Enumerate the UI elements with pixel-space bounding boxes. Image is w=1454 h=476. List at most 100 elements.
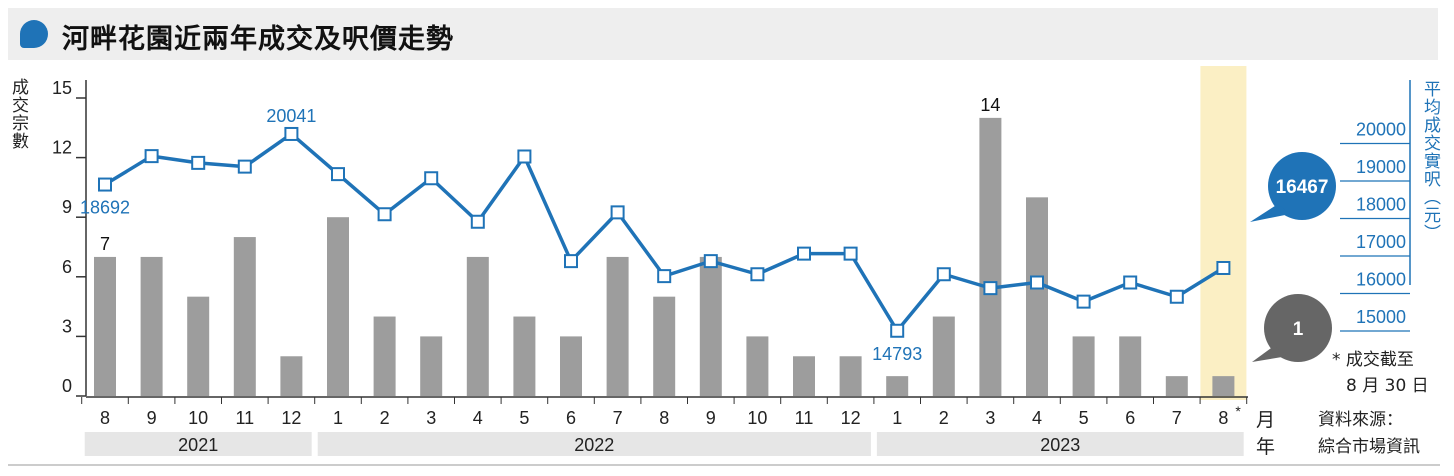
left-tick-label: 15 (52, 78, 72, 98)
x-tick-label: 3 (426, 408, 436, 428)
count-callout-tail (1252, 346, 1288, 362)
x-tick-label: 1 (333, 408, 343, 428)
right-tick-label: 17000 (1356, 232, 1406, 252)
year-band (876, 432, 1244, 456)
price-point (144, 149, 159, 164)
bar (280, 356, 303, 396)
right-tick-label: 18000 (1356, 195, 1406, 215)
x-tick-label: 6 (1125, 408, 1135, 428)
price-point (843, 246, 858, 261)
x-tick-label: 4 (473, 408, 483, 428)
bar (327, 217, 349, 396)
x-tick-label: 5 (519, 408, 529, 428)
price-point (237, 159, 252, 174)
bar (373, 316, 396, 396)
month-unit: 月 (1256, 409, 1276, 431)
price-point (797, 246, 811, 261)
footnote-line2: 8 月 30 日 (1346, 376, 1429, 396)
x-tick-label: 3 (985, 408, 995, 428)
bar (839, 356, 862, 396)
left-tick-label: 9 (62, 197, 72, 217)
year-unit: 年 (1256, 436, 1276, 458)
x-tick-label: 11 (235, 408, 254, 428)
price-point (284, 126, 299, 141)
source-line1: 資料來源： (1318, 410, 1403, 430)
bar (699, 256, 722, 396)
price-point (1216, 260, 1231, 275)
left-tick-label: 12 (52, 138, 72, 158)
source-line2: 綜合市場資訊 (1318, 437, 1420, 457)
year-band (84, 432, 312, 456)
year-label: 2021 (178, 435, 218, 455)
bar (1165, 376, 1188, 396)
bar-data-label: 14 (980, 95, 1000, 115)
x-tick-label: 10 (188, 408, 208, 428)
title-bar: 河畔花園近兩年成交及呎價走勢 (8, 8, 1438, 60)
bar (1119, 336, 1142, 396)
x-tick-label: 12 (281, 408, 301, 428)
price-point (610, 205, 625, 220)
price-point (191, 155, 206, 170)
x-tick-label: 1 (892, 408, 902, 428)
x-tick-label: 4 (1032, 408, 1042, 428)
price-point (517, 149, 532, 164)
x-tick-label: 8 (1218, 408, 1228, 428)
right-tick-label: 15000 (1356, 307, 1406, 327)
bar (466, 256, 489, 396)
bar (94, 256, 116, 396)
left-axis-label: 成交宗數 (8, 78, 28, 150)
right-tick-label: 19000 (1356, 157, 1406, 177)
bar (793, 356, 815, 396)
footnote-line1: * 成交截至 (1332, 350, 1414, 370)
bar (886, 376, 909, 396)
price-point (564, 254, 578, 269)
left-tick-label: 0 (62, 376, 72, 396)
bar (932, 316, 955, 396)
price-point (1123, 275, 1138, 290)
price-point (1076, 294, 1091, 309)
year-label: 2023 (1040, 435, 1080, 455)
price-callout-tail (1250, 204, 1290, 222)
x-tick-label: 2 (939, 408, 949, 428)
bar (140, 256, 163, 396)
right-tick-label: 16000 (1356, 270, 1406, 290)
left-tick-label: 6 (62, 257, 72, 277)
price-data-label: 20041 (266, 106, 316, 126)
bar-data-label: 7 (100, 234, 110, 254)
bar (979, 117, 1002, 396)
bar (513, 316, 536, 396)
bar (233, 237, 256, 396)
x-tick-label: 5 (1079, 408, 1089, 428)
price-point (470, 214, 485, 229)
price-point (750, 267, 765, 282)
x-tick-label: 2 (380, 408, 390, 428)
x-tick-label: 9 (706, 408, 716, 428)
bar (1026, 197, 1048, 396)
price-point (983, 281, 998, 296)
x-tick-label: 8 (100, 408, 110, 428)
bar (746, 336, 769, 396)
price-data-label: 18692 (80, 198, 130, 218)
x-tick-label: 11 (795, 408, 814, 428)
price-point (424, 171, 439, 186)
chart-title: 河畔花園近兩年成交及呎價走勢 (62, 24, 454, 55)
price-point (657, 269, 672, 284)
x-tick-label: 8 (659, 408, 669, 428)
x-tick-label: 6 (566, 408, 576, 428)
count-callout-bubble (1264, 294, 1332, 362)
year-label: 2022 (574, 435, 614, 455)
x-tick-label: 7 (1172, 408, 1182, 428)
bar (187, 296, 210, 396)
price-data-label: 14793 (872, 344, 922, 364)
price-point (703, 254, 718, 269)
price-point (936, 267, 951, 282)
year-band (317, 432, 871, 456)
bar (653, 296, 676, 396)
price-point (1030, 275, 1044, 290)
count-callout-text: 1 (1293, 319, 1304, 340)
price-callout-text: 16467 (1276, 177, 1329, 198)
right-axis-label: 平均成交實呎（元） (1420, 80, 1440, 242)
x-tick-label: 10 (747, 408, 767, 428)
price-callout-bubble (1268, 152, 1336, 220)
